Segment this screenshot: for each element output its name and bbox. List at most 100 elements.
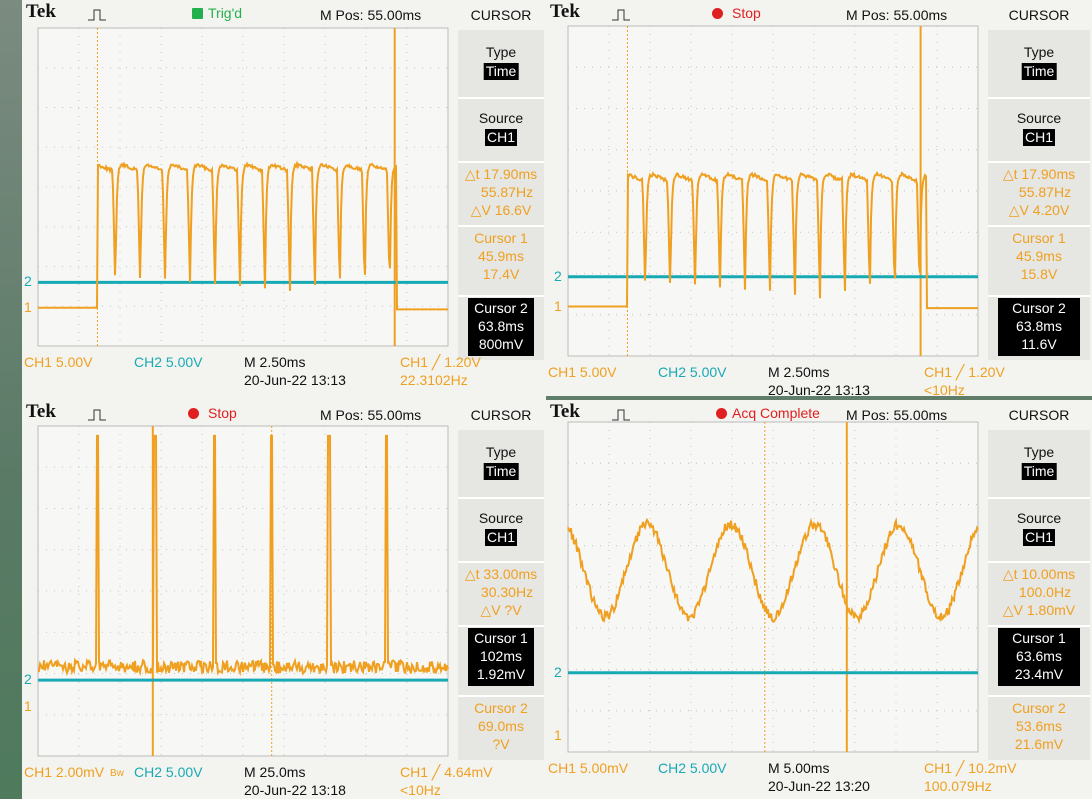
cursor-label: Cursor 2: [474, 300, 528, 316]
delta-t: △t 33.00ms: [464, 566, 538, 582]
delta-v: △V 1.80mV: [1002, 602, 1076, 618]
trigger-icon: [612, 9, 630, 21]
cursor-label: Cursor 1: [1012, 230, 1066, 246]
menu-panel: [458, 430, 544, 760]
cursor-time: 102ms: [479, 648, 523, 664]
trigger-level: CH1 ╱ 10.2mV: [924, 760, 1017, 776]
ch1-scale: CH1 5.00mV: [548, 760, 629, 776]
status: Acq Complete: [732, 405, 820, 421]
scope-panel: 1 2 Tek Stop M Pos: 55.00ms CURSOR Type Time Sou…: [546, 0, 1092, 396]
cursor-value: 21.6mV: [1014, 736, 1064, 752]
menu-value: Time: [1021, 463, 1057, 480]
menu-value: CH1: [1022, 129, 1056, 146]
brand: Tek: [26, 1, 56, 22]
timebase: M 5.00ms: [768, 760, 830, 776]
inverse-delta-t: 55.87Hz: [1018, 184, 1072, 200]
graticule: [567, 421, 979, 753]
trigger-frequency: 100.079Hz: [924, 778, 992, 794]
datetime: 20-Jun-22 13:13: [768, 382, 870, 396]
inverse-delta-t: 100.0Hz: [1018, 584, 1072, 600]
ch1-scale: CH1 2.00mV: [24, 764, 105, 780]
ch1-trace: [567, 517, 979, 625]
ch2-scale: CH2 5.00V: [658, 760, 727, 776]
horizontal-position: M Pos: 55.00ms: [320, 7, 422, 23]
ch1-trace: [568, 170, 978, 310]
datetime: 20-Jun-22 13:18: [244, 782, 346, 798]
menu-label: Type: [1023, 444, 1055, 460]
cursor-time: 63.6ms: [1016, 648, 1062, 664]
menu-value: Time: [483, 463, 519, 480]
channel-marker: 1: [554, 726, 562, 743]
menu-title: CURSOR: [470, 7, 532, 23]
cursor-value: 17.4V: [482, 266, 520, 282]
cursor-label: Cursor 1: [1012, 630, 1066, 646]
status-indicator: [712, 8, 723, 19]
trigger-level: CH1 ╱ 4.64mV: [400, 764, 493, 780]
menu-value: CH1: [1022, 529, 1056, 546]
channel-marker: 1: [24, 298, 32, 315]
channel-marker: 2: [24, 671, 32, 688]
delta-v: △V 4.20V: [1008, 202, 1070, 218]
cursor-highlight: [468, 628, 534, 686]
cursor-label: Cursor 2: [1012, 700, 1066, 716]
cursor-label: Cursor 1: [474, 630, 528, 646]
delta-t: △t 17.90ms: [1002, 166, 1076, 182]
menu-panel: [988, 430, 1090, 760]
status-indicator: [188, 408, 199, 419]
status: Stop: [732, 5, 761, 21]
channel-marker: 2: [554, 663, 562, 680]
scope-panel: 1 2 Tek Trig'd M Pos: 55.00ms CURSOR Type Time S…: [22, 0, 546, 400]
cursor-value: 23.4mV: [1014, 666, 1064, 682]
scope-display: [567, 9, 1090, 360]
cursor-label: Cursor 2: [474, 700, 528, 716]
timebase: M 2.50ms: [244, 354, 306, 370]
horizontal-position: M Pos: 55.00ms: [320, 407, 422, 423]
timebase: M 2.50ms: [768, 364, 830, 380]
bandwidth-limit: Bw: [110, 768, 124, 779]
cursor-highlight: [998, 298, 1080, 356]
brand: Tek: [26, 401, 56, 422]
cursor-value: 1.92mV: [476, 666, 526, 682]
status: Trig'd: [208, 5, 243, 21]
scope-display: [37, 409, 544, 760]
datetime: 20-Jun-22 13:20: [768, 778, 870, 794]
channel-marker: 1: [554, 297, 562, 314]
brand: Tek: [550, 1, 580, 22]
scope-panel: 1 2 Tek Acq Complete M Pos: 55.00ms CURSOR Typ…: [546, 400, 1092, 799]
menu-label: Source: [478, 510, 524, 526]
menu-title: CURSOR: [1008, 7, 1070, 23]
trigger-frequency: <10Hz: [400, 782, 441, 798]
trigger-icon: [88, 409, 106, 421]
channel-marker: 1: [24, 697, 32, 714]
menu-value: Time: [483, 63, 519, 80]
cursor-value: 11.6V: [1021, 336, 1057, 352]
menu-value: CH1: [484, 129, 518, 146]
cursor-time: 63.8ms: [478, 318, 524, 334]
menu-label: Source: [1016, 110, 1062, 126]
menu-label: Type: [485, 444, 517, 460]
menu-value: CH1: [484, 529, 518, 546]
ch2-scale: CH2 5.00V: [134, 354, 203, 370]
menu-label: Source: [1016, 510, 1062, 526]
cursor-label: Cursor 1: [474, 230, 528, 246]
ch1-trace: [37, 434, 449, 677]
ch1-scale: CH1 5.00V: [548, 364, 617, 380]
datetime: 20-Jun-22 13:13: [244, 372, 346, 388]
menu-value: Time: [1021, 63, 1057, 80]
menu-title: CURSOR: [470, 407, 532, 423]
cursor-label: Cursor 2: [1012, 300, 1066, 316]
trigger-level: CH1 ╱ 1.20V: [924, 364, 1005, 380]
trigger-frequency: 22.3102Hz: [400, 372, 468, 388]
trigger-level: CH1 ╱ 1.20V: [400, 354, 481, 370]
trigger-frequency: <10Hz: [924, 382, 965, 396]
inverse-delta-t: 55.87Hz: [480, 184, 534, 200]
scope-panel: 1 2 Tek Stop M Pos: 55.00ms CURSOR Type Time Sou…: [22, 400, 546, 799]
cursor-value: 800mV: [478, 336, 524, 352]
ch2-scale: CH2 5.00V: [658, 364, 727, 380]
delta-v: △V ?V: [480, 602, 522, 618]
cursor-time: 53.6ms: [1016, 718, 1062, 734]
cursor-value: ?V: [492, 736, 510, 752]
delta-t: △t 10.00ms: [1002, 566, 1076, 582]
delta-t: △t 17.90ms: [464, 166, 538, 182]
